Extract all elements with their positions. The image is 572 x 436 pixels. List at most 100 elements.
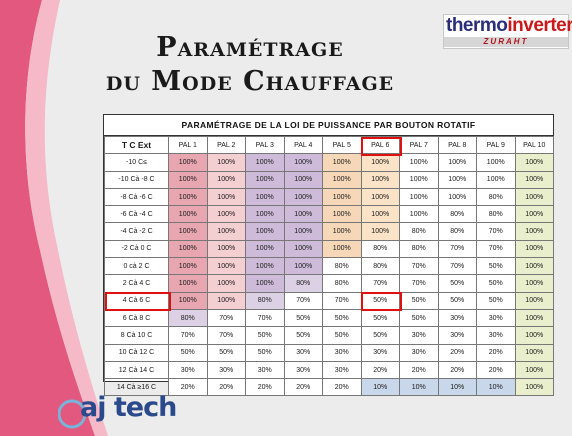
- table-cell: 100%: [360, 170, 400, 189]
- table-cell: 100%: [360, 205, 400, 224]
- table-row: 4 Cà 6 C 100% 100% 80% 70% 70% 50% 50% 50% 50% 100…: [104, 291, 554, 310]
- table-cell: 80%: [245, 291, 285, 310]
- page-title-line1: Paramétrage: [156, 32, 344, 63]
- table-cell: 100%: [283, 170, 323, 189]
- table-cell: 50%: [322, 308, 362, 328]
- table-cell: 100%: [514, 308, 554, 328]
- table-cell: 100%: [168, 257, 208, 276]
- row-label-temperature: 12 Cà 14 C: [104, 360, 169, 380]
- table-cell: 100%: [514, 274, 554, 293]
- table-cell: 100%: [399, 153, 439, 172]
- table-cell: 100%: [168, 274, 208, 293]
- table-cell: 100%: [514, 326, 554, 345]
- table-row: -2 Cà 0 C 100% 100% 100% 100% 100% 80% 80% 70% 70…: [104, 239, 554, 259]
- table-cell: 50%: [322, 326, 362, 345]
- column-header-pal-4: PAL 4: [283, 135, 323, 155]
- table-cell: 50%: [476, 257, 516, 276]
- table-cell: 50%: [399, 308, 439, 328]
- table-cell: 70%: [437, 257, 477, 276]
- table-cell: 20%: [399, 360, 439, 380]
- table-cell: 100%: [283, 153, 323, 172]
- column-header-pal-10: PAL 10: [514, 135, 554, 155]
- table-cell: 20%: [360, 360, 400, 380]
- highlight-row-label: [104, 292, 171, 312]
- table-cell: 100%: [514, 187, 554, 207]
- column-header-pal-3: PAL 3: [245, 135, 285, 155]
- table-cell: 80%: [476, 205, 516, 224]
- table-cell: 100%: [322, 222, 362, 241]
- table-cell: 100%: [168, 239, 208, 259]
- table-cell: 30%: [476, 326, 516, 345]
- table-cell: 50%: [476, 274, 516, 293]
- column-header-pal-1: PAL 1: [168, 135, 208, 155]
- table-cell: 50%: [245, 343, 285, 362]
- table-cell: 80%: [168, 308, 208, 328]
- table-cell: 30%: [437, 308, 477, 328]
- row-label-temperature: 10 Cà 12 C: [104, 343, 169, 362]
- table-cell: 30%: [283, 343, 323, 362]
- table-cell: 100%: [399, 187, 439, 207]
- table-cell: 70%: [476, 239, 516, 259]
- table-row: -6 Cà -4 C 100% 100% 100% 100% 100% 100% 100% 80…: [104, 205, 554, 224]
- table-cell: 70%: [399, 257, 439, 276]
- table-cell: 100%: [322, 239, 362, 259]
- table-cell: 70%: [360, 274, 400, 293]
- table-cell: 100%: [322, 205, 362, 224]
- table-cell: 80%: [360, 239, 400, 259]
- row-label-temperature: 8 Cà 10 C: [104, 326, 169, 345]
- table-cell: 50%: [360, 308, 400, 328]
- table-cell: 100%: [514, 239, 554, 259]
- table-cell: 100%: [206, 257, 246, 276]
- table-cell: 30%: [399, 326, 439, 345]
- column-header-pal-8: PAL 8: [437, 135, 477, 155]
- table-cell: 30%: [283, 360, 323, 380]
- table-cell: 100%: [437, 170, 477, 189]
- row-label-temperature: -10 Cà -8 C: [104, 170, 169, 189]
- table-header-row: T C Ext PAL 1 PAL 2 PAL 3 PAL 4 PAL 5 PAL 6 PA…: [104, 135, 554, 155]
- table-cell: 100%: [322, 170, 362, 189]
- brand-sub: ZURAHT: [444, 37, 568, 47]
- row-label-temperature: 0 cà 2 C: [104, 257, 169, 276]
- table-row: -8 Cà -6 C 100% 100% 100% 100% 100% 100% 100% 10…: [104, 187, 554, 207]
- table-cell: 100%: [360, 222, 400, 241]
- table-row: -10 C≤ 100% 100% 100% 100% 100% 100% 100% 100% 10…: [104, 153, 554, 172]
- table-cell: 70%: [168, 326, 208, 345]
- table-cell: 100%: [245, 153, 285, 172]
- table-cell: 70%: [476, 222, 516, 241]
- column-header-pal-2: PAL 2: [206, 135, 246, 155]
- table-row: 12 Cà 14 C 30% 30% 30% 30% 30% 20% 20% 20% 20% 100…: [104, 360, 554, 380]
- ajtech-logo-mark: [58, 399, 87, 429]
- table-cell: 70%: [437, 239, 477, 259]
- table-cell: 100%: [206, 274, 246, 293]
- table-cell: 50%: [399, 291, 439, 310]
- table-cell: 100%: [514, 291, 554, 310]
- table-cell: 100%: [514, 222, 554, 241]
- page-title-line2: du Mode Chauffage: [105, 66, 395, 97]
- table-cell: 30%: [476, 308, 516, 328]
- power-settings-sheet: Paramétrage de la loi de puissance par b…: [103, 114, 554, 397]
- table-cell: 100%: [514, 378, 554, 397]
- table-cell: 30%: [322, 360, 362, 380]
- power-law-table: T C Ext PAL 1 PAL 2 PAL 3 PAL 4 PAL 5 PAL 6 PA…: [104, 135, 554, 397]
- table-cell: 10%: [399, 378, 439, 397]
- pink-wave-decoration: [0, 0, 109, 436]
- row-label-temperature: 2 Cà 4 C: [104, 274, 169, 293]
- table-cell: 100%: [514, 205, 554, 224]
- table-cell: 100%: [245, 205, 285, 224]
- table-cell: 30%: [206, 360, 246, 380]
- table-cell: 80%: [399, 222, 439, 241]
- table-cell: 100%: [476, 153, 516, 172]
- table-cell: 100%: [322, 153, 362, 172]
- table-row: 10 Cà 12 C 50% 50% 50% 30% 30% 30% 30% 20% 20% 100…: [104, 343, 554, 362]
- table-cell: 10%: [360, 378, 400, 397]
- temperature-header: T C Ext: [104, 135, 169, 155]
- table-cell: 80%: [437, 205, 477, 224]
- table-cell: 70%: [206, 326, 246, 345]
- table-cell: 100%: [168, 205, 208, 224]
- table-cell: 100%: [245, 257, 285, 276]
- table-cell: 100%: [476, 170, 516, 189]
- table-cell: 50%: [360, 326, 400, 345]
- table-cell: 100%: [206, 239, 246, 259]
- table-cell: 20%: [168, 378, 208, 397]
- table-cell: 70%: [322, 291, 362, 310]
